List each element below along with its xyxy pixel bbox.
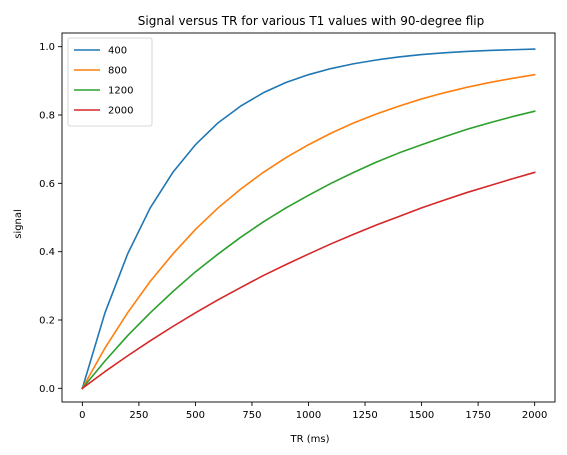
legend-label-800: 800 <box>108 66 127 77</box>
y-tick-label: 0.8 <box>39 111 55 122</box>
legend-label-400: 400 <box>108 46 127 57</box>
x-axis-label: TR (ms) <box>290 434 330 445</box>
x-tick-label: 1000 <box>296 410 321 421</box>
y-tick-label: 0.0 <box>39 384 55 395</box>
series-line-800 <box>81 73 536 390</box>
x-tick-label: 0 <box>79 410 85 421</box>
x-tick-label: 250 <box>129 410 148 421</box>
chart-title: Signal versus TR for various T1 values w… <box>138 14 484 28</box>
x-tick-label: 1500 <box>409 410 434 421</box>
plot-area: 0 250 500 750 1000 1250 1500 1750 2000 0.0 0.2 0.4 0… <box>39 32 556 421</box>
y-tick-label: 0.6 <box>39 179 55 190</box>
x-tick-label: 500 <box>186 410 205 421</box>
series-line-2000 <box>81 171 536 390</box>
y-axis-label: signal <box>13 209 24 239</box>
legend-label-2000: 2000 <box>108 106 133 117</box>
legend: 400 800 1200 2000 <box>67 37 153 127</box>
y-tick-label: 1.0 <box>39 42 55 53</box>
series-line-1200 <box>81 110 536 390</box>
y-tick-label: 0.2 <box>39 316 55 327</box>
x-tick-label: 2000 <box>522 410 547 421</box>
series-line-400 <box>81 48 536 390</box>
x-tick-label: 1250 <box>352 410 377 421</box>
y-tick-label: 0.4 <box>39 247 55 258</box>
legend-box <box>67 37 153 127</box>
x-tick-label: 1750 <box>465 410 490 421</box>
x-tick-label: 750 <box>242 410 261 421</box>
legend-label-1200: 1200 <box>108 86 133 97</box>
